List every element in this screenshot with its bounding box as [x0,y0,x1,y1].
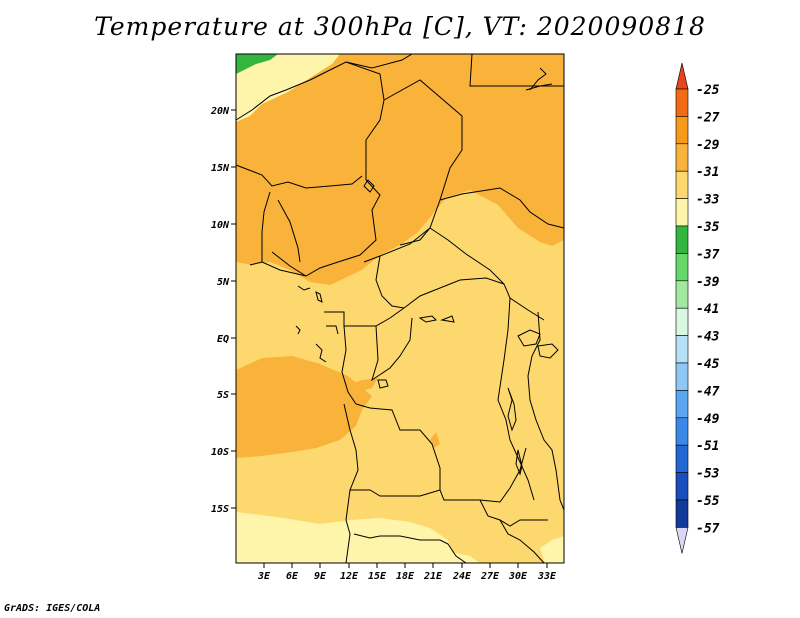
lat-ticks [231,109,236,509]
colorbar-bin [675,307,689,336]
lat-label: 15S [211,504,229,515]
colorbar-label: -49 [696,412,720,427]
colorbar-label: -53 [696,467,720,482]
lon-label: 27E [480,571,500,582]
colorbar-label: -33 [696,193,720,208]
colorbar-bin [675,499,689,528]
lat-label: 10S [211,447,229,458]
colorbar-bottom-arrow [675,527,689,554]
lat-label: 20N [210,106,230,117]
lat-label: 10N [211,220,230,231]
field-cool-southeast [540,536,564,563]
colorbar-bin [675,253,689,282]
colorbar-label: -57 [696,521,720,536]
lon-label: 12E [340,571,359,582]
colorbar-bin [675,88,689,117]
colorbar-label: -55 [696,494,720,509]
colorbar-label: -41 [696,302,719,317]
lon-labels: 3E 6E 9E 12E 15E 18E 21E 24E 27E 30E 33E [257,571,557,582]
chart-title: Temperature at 300hPa [C], VT: 202009081… [94,12,706,41]
colorbar-bin [675,170,689,199]
colorbar-top-arrow [675,62,689,90]
colorbar-label: -47 [696,384,720,399]
colorbar-bin [675,198,689,227]
colorbar-bin [675,280,689,309]
colorbar: -25 -27 -29 -31 -33 -35 -37 -39 -41 -43 -45 -47 -49 -… [675,62,720,554]
lon-label: 6E [286,571,299,582]
colorbar-label: -35 [696,220,720,235]
colorbar-label: -37 [696,247,720,262]
colorbar-bin [675,390,689,419]
lon-label: 30E [508,571,528,582]
lon-label: 33E [537,571,557,582]
field-green-corner [236,54,278,74]
colorbar-bin [675,335,689,364]
lon-label: 21E [423,571,443,582]
field-warm-north [236,54,564,285]
country-borders [235,53,565,564]
lon-label: 15E [368,571,387,582]
map-frame [235,53,565,564]
colorbar-bin [675,116,689,145]
field-warm-patch-central [346,378,378,392]
lat-label: 5N [217,277,230,288]
field-cool-south [236,512,480,563]
colorbar-label: -39 [696,275,720,290]
lon-label: 3E [257,571,271,582]
map-area: 20N 15N 10N 5N EQ 5S 10S 15S 3E 6E 9E 12… [210,53,565,582]
lon-label: 18E [396,571,415,582]
lon-label: 9E [314,571,327,582]
field-cool-northwest [236,54,340,122]
lat-labels: 20N 15N 10N 5N EQ 5S 10S 15S [210,106,230,515]
grads-credit: GrADS: IGES/COLA [4,603,101,614]
lat-label: 15N [211,163,230,174]
colorbar-bin [675,472,689,501]
colorbar-bin [675,444,689,473]
colorbar-label: -25 [696,83,720,98]
colorbar-label: -31 [696,165,719,180]
lon-label: 24E [452,571,472,582]
colorbar-bin [675,417,689,446]
colorbar-label: -45 [696,357,720,372]
colorbar-bin [675,362,689,391]
colorbar-bin [675,225,689,254]
lat-label: EQ [217,334,229,345]
colorbar-label: -27 [696,110,720,125]
lon-ticks [263,563,548,568]
lat-label: 5S [217,390,229,401]
colorbar-label: -29 [696,138,720,153]
colorbar-label: -51 [696,439,719,454]
colorbar-bin [675,143,689,172]
colorbar-label: -43 [696,330,720,345]
field-warm-southwest [236,356,372,458]
